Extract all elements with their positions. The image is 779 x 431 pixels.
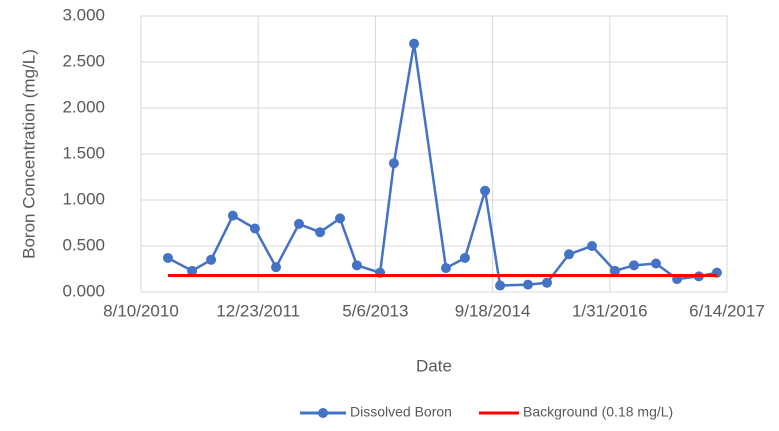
legend-marker — [318, 408, 328, 418]
x-tick-label: 1/31/2016 — [572, 301, 648, 320]
point — [206, 254, 217, 265]
point — [650, 258, 661, 269]
y-tick-label: 0.500 — [62, 235, 105, 254]
point — [351, 260, 362, 271]
legend-label: Dissolved Boron — [350, 404, 452, 420]
series-line — [167, 43, 718, 287]
point — [459, 252, 470, 263]
x-tick-label: 8/10/2010 — [103, 301, 179, 320]
y-tick-label: 3.000 — [62, 5, 105, 24]
point — [628, 260, 639, 271]
legend-label: Background (0.18 mg/L) — [523, 404, 673, 420]
point — [609, 265, 620, 276]
y-axis-title: Boron Concentration (mg/L) — [19, 49, 38, 259]
point — [480, 185, 491, 196]
point — [409, 38, 420, 49]
point — [586, 241, 597, 251]
y-tick-label: 2.500 — [62, 51, 105, 70]
point — [440, 263, 451, 274]
point — [335, 213, 346, 224]
point — [541, 277, 552, 288]
x-tick-label: 5/6/2013 — [342, 301, 408, 320]
point — [249, 223, 260, 234]
point — [522, 279, 533, 290]
y-tick-label: 2.000 — [62, 97, 105, 116]
y-tick-label: 0.000 — [62, 281, 105, 300]
legend: Dissolved Boron Background (0.18 mg/L) — [300, 404, 673, 420]
point — [227, 210, 238, 221]
y-tick-label: 1.000 — [62, 189, 105, 208]
point — [388, 158, 399, 169]
point — [564, 249, 575, 260]
x-tick-label: 6/14/2017 — [689, 301, 765, 320]
x-tick-label: 12/23/2011 — [216, 301, 300, 320]
point — [293, 218, 304, 229]
x-tick-label: 9/18/2014 — [455, 301, 531, 320]
y-tick-label: 1.500 — [62, 143, 105, 162]
point — [315, 227, 326, 238]
x-axis-title: Date — [416, 356, 452, 375]
point — [162, 252, 173, 263]
point — [495, 280, 506, 291]
point — [187, 265, 198, 276]
point — [271, 262, 282, 273]
